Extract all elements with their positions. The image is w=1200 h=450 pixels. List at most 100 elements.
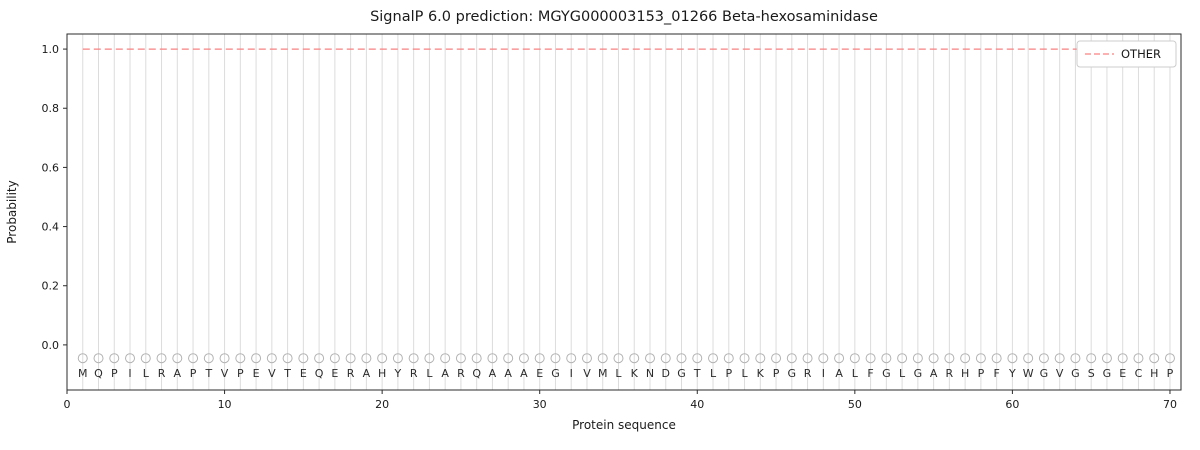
residue-letter: E [331, 367, 338, 380]
residue-letter: D [662, 367, 670, 380]
residue-letter: L [710, 367, 717, 380]
residue-marker [534, 353, 545, 364]
residue-marker [676, 353, 687, 364]
residue-marker [93, 353, 104, 364]
residue-marker [550, 353, 561, 364]
residue-letter: L [615, 367, 622, 380]
residue-letter: P [773, 367, 780, 380]
residue-marker [266, 353, 277, 364]
residue-marker [377, 353, 388, 364]
x-tick-label: 40 [690, 398, 704, 411]
residue-marker [282, 353, 293, 364]
residue-marker [487, 353, 498, 364]
residue-marker [865, 353, 876, 364]
residue-letter: Q [472, 367, 481, 380]
residue-marker [566, 353, 577, 364]
residue-marker [188, 353, 199, 364]
residue-letter: A [520, 367, 528, 380]
residue-marker [329, 353, 340, 364]
residue-letter: Q [315, 367, 324, 380]
residue-letter: E [253, 367, 260, 380]
y-tick-label: 0.6 [42, 161, 60, 174]
residue-marker [424, 353, 435, 364]
residue-marker [912, 353, 923, 364]
residue-marker [1149, 353, 1160, 364]
residue-letter: P [1167, 367, 1174, 380]
residue-letter: H [378, 367, 386, 380]
residue-marker [440, 353, 451, 364]
residue-marker [503, 353, 514, 364]
x-tick-label: 20 [375, 398, 389, 411]
residue-marker [345, 353, 356, 364]
residue-marker [471, 353, 482, 364]
residue-marker [897, 353, 908, 364]
residue-marker [1164, 353, 1175, 364]
y-tick-label: 0.0 [42, 339, 60, 352]
y-tick-label: 0.8 [42, 102, 60, 115]
residue-marker [597, 353, 608, 364]
residue-marker [581, 353, 592, 364]
residue-marker [77, 353, 88, 364]
x-tick-label: 50 [848, 398, 862, 411]
residue-marker [235, 353, 246, 364]
residue-letter: E [1119, 367, 1126, 380]
residue-marker [755, 353, 766, 364]
residue-letter: V [268, 367, 276, 380]
residue-marker [960, 353, 971, 364]
x-axis-label: Protein sequence [572, 418, 676, 432]
residue-marker [1133, 353, 1144, 364]
residue-markers-group [77, 353, 1175, 364]
residue-marker [849, 353, 860, 364]
residue-marker [203, 353, 214, 364]
residue-letter: T [283, 367, 291, 380]
residue-marker [771, 353, 782, 364]
residue-letter: A [930, 367, 938, 380]
residue-letter: R [158, 367, 166, 380]
residue-letter: P [111, 367, 118, 380]
residue-marker [818, 353, 829, 364]
y-axis-ticks: 0.0 0.2 0.4 0.6 0.8 1.0 [42, 43, 67, 352]
legend-label-other: OTHER [1121, 47, 1161, 61]
residue-letter: L [741, 367, 748, 380]
residue-marker [802, 353, 813, 364]
residue-marker [708, 353, 719, 364]
residue-letter: A [835, 367, 843, 380]
residue-letter: A [489, 367, 497, 380]
x-tick-label: 0 [64, 398, 71, 411]
residue-letter: M [598, 367, 608, 380]
x-tick-label: 30 [533, 398, 547, 411]
residue-letter: G [1040, 367, 1049, 380]
residue-letter: W [1023, 367, 1034, 380]
residue-marker [455, 353, 466, 364]
residue-letter: Q [94, 367, 103, 380]
residue-marker [361, 353, 372, 364]
residue-letter: A [363, 367, 371, 380]
x-axis-ticks: 0 10 20 30 40 50 60 70 [64, 390, 1177, 411]
residue-letter: R [347, 367, 355, 380]
residue-letter: N [646, 367, 654, 380]
residue-marker [140, 353, 151, 364]
residue-letter: S [1088, 367, 1095, 380]
residue-marker [629, 353, 640, 364]
residue-letter: A [441, 367, 449, 380]
y-axis-label: Probability [5, 180, 19, 243]
residue-letter: H [1150, 367, 1158, 380]
residue-letter: L [899, 367, 906, 380]
y-tick-label: 1.0 [42, 43, 60, 56]
residue-letter: L [852, 367, 859, 380]
residue-marker [944, 353, 955, 364]
chart-title: SignalP 6.0 prediction: MGYG000003153_01… [370, 9, 878, 25]
residue-letter: R [457, 367, 465, 380]
residue-letter: F [867, 367, 873, 380]
residue-marker [1117, 353, 1128, 364]
residue-letter: G [1071, 367, 1080, 380]
residue-marker [1086, 353, 1097, 364]
residue-marker [723, 353, 734, 364]
residue-marker [975, 353, 986, 364]
residue-letter: R [946, 367, 954, 380]
residue-letter: T [204, 367, 212, 380]
residue-letter: G [677, 367, 686, 380]
residue-marker [518, 353, 529, 364]
residue-marker [298, 353, 309, 364]
